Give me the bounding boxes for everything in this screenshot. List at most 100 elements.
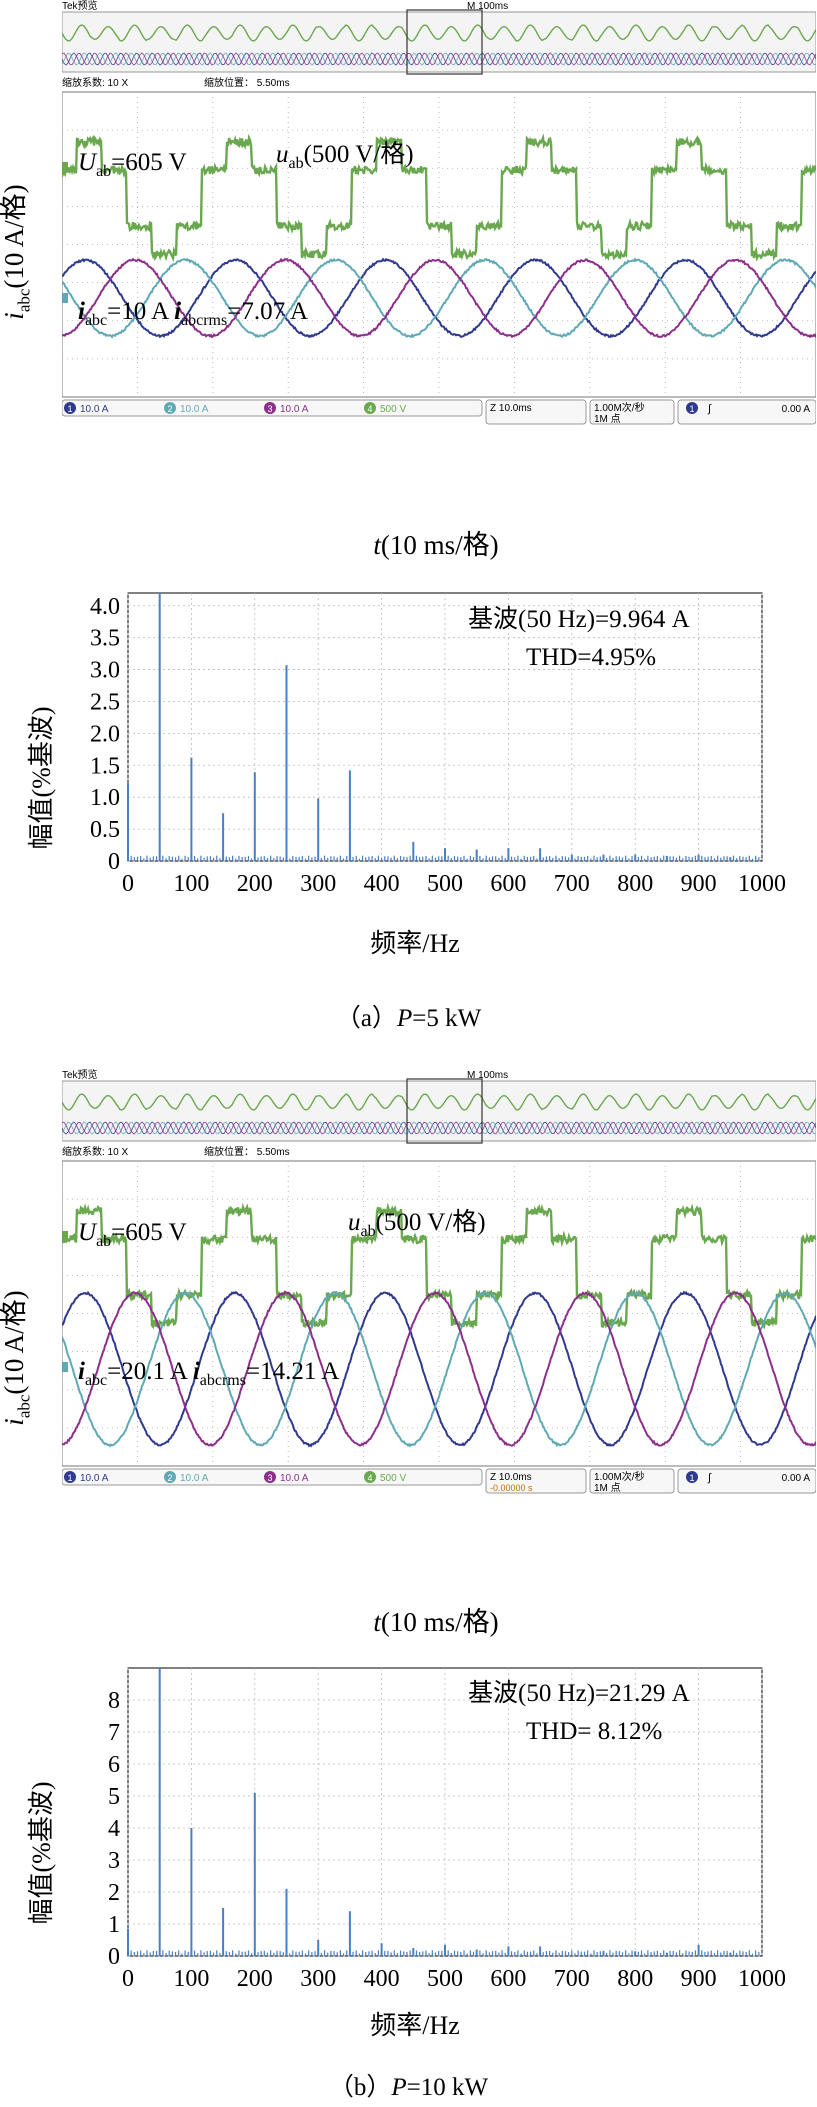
thd-label-b: THD= 8.12% xyxy=(526,1716,662,1748)
caption-a: （a）P=5 kW xyxy=(0,1003,817,1035)
scope-y-unit-b: (10 A/格) xyxy=(0,1290,29,1394)
y-tick-label: 0 xyxy=(108,1944,120,1970)
channel-number-1: 1 xyxy=(67,1473,72,1483)
channel-scale-2: 10.0 A xyxy=(180,1473,209,1484)
current-annotation-a: iabc=10 A iabcrms=7.07 A xyxy=(78,297,308,336)
current-annotation-b: iabc=20.1 A iabcrms=14.21 A xyxy=(78,1357,339,1396)
channel-number-2: 2 xyxy=(167,1473,172,1483)
caption-b: （b）P=10 kW xyxy=(0,2072,817,2104)
trigger-channel: 1 xyxy=(689,1473,694,1483)
spectrum-y-label-a: 幅值(%基波) xyxy=(24,618,60,938)
spectrum-x-label-a: 频率/Hz xyxy=(265,928,565,960)
channel-number-4: 4 xyxy=(367,1473,372,1483)
x-tick-label: 600 xyxy=(490,871,526,897)
spectrum-x-label-b: 频率/Hz xyxy=(265,2010,565,2042)
oscilloscope-panel-a: Tek预览 M 100ms 缩放系数: 10 X 缩放位置： 5.50ms 1 10.0 … xyxy=(62,0,816,425)
x-tick-label: 0 xyxy=(122,1966,134,1992)
y-tick-label: 0.5 xyxy=(90,817,120,843)
x-tick-label: 800 xyxy=(617,871,653,897)
scope-top-label: Tek预览 xyxy=(62,0,98,12)
x-tick-label: 100 xyxy=(173,871,209,897)
thd-label-a: THD=4.95% xyxy=(526,642,656,674)
spectrum-svg-b: 0 100 200 300 400 500 600 700 800 900 1000 0 1 2 3 4 5 6 7… xyxy=(0,1660,817,2055)
scope-screen-a: Tek预览 M 100ms缩放系数: 10 X 缩放位置： 5.50ms1 10.0 … xyxy=(62,0,816,425)
trigger-time-offset: -0.00000 s xyxy=(490,1483,533,1493)
fundamental-label-b: 基波(50 Hz)=21.29 A xyxy=(468,1678,690,1710)
x-tick-label: 500 xyxy=(427,871,463,897)
channel-scale-4: 500 V xyxy=(380,1473,406,1484)
x-tick-label: 400 xyxy=(364,871,400,897)
channel-scale-1: 10.0 A xyxy=(80,1473,109,1484)
trigger-level: 0.00 A xyxy=(782,404,811,415)
x-tick-label: 200 xyxy=(237,1966,273,1992)
trigger-level: 0.00 A xyxy=(782,1473,811,1484)
scope-top-label: Tek预览 xyxy=(62,1069,98,1081)
x-tick-label: 800 xyxy=(617,1966,653,1992)
y-tick-label: 2.0 xyxy=(90,721,120,747)
record-length: 1M 点 xyxy=(594,413,621,425)
ch2-level-marker xyxy=(62,293,68,303)
spectrum-chart-b: 0 100 200 300 400 500 600 700 800 900 1000 0 1 2 3 4 5 6 7… xyxy=(0,1660,817,2055)
scope-zoom-factor: 缩放系数: 10 X xyxy=(62,1145,128,1158)
y-tick-label: 4.0 xyxy=(90,594,120,620)
scope-screen-b: Tek预览 M 100ms 缩放系数: 10 X 缩放位置： 5.50ms 1 10.0 … xyxy=(62,1069,816,1494)
x-tick-label: 700 xyxy=(554,1966,590,1992)
scope-x-label-a: t(10 ms/格) xyxy=(236,528,636,562)
x-tick-label: 900 xyxy=(681,1966,717,1992)
x-tick-label: 300 xyxy=(300,871,336,897)
x-tick-label: 200 xyxy=(237,871,273,897)
channel-scale-4: 500 V xyxy=(380,404,406,415)
voltage-annotation-a: Uab=605 V xyxy=(78,148,187,187)
zoom-time: Z 10.0ms xyxy=(490,1472,532,1483)
channel-number-2: 2 xyxy=(167,404,172,414)
scope-zoom-factor: 缩放系数: 10 X xyxy=(62,76,128,89)
y-tick-label: 1.0 xyxy=(90,785,120,811)
scope-y-unit-a: (10 A/格) xyxy=(0,184,29,288)
scope-zoom-position: 缩放位置： 5.50ms xyxy=(204,76,290,89)
spectrum-y-label-b: 幅值(%基波) xyxy=(24,1693,60,2013)
channel-number-3: 3 xyxy=(267,404,272,414)
x-tick-label: 1000 xyxy=(738,1966,786,1992)
y-tick-label: 7 xyxy=(108,1720,120,1746)
scope-y-label-a: iabc(10 A/格) xyxy=(0,42,34,462)
x-tick-label: 100 xyxy=(173,1966,209,1992)
fundamental-label-a: 基波(50 Hz)=9.964 A xyxy=(468,604,690,636)
voltage-annotation-b: Uab=605 V xyxy=(78,1218,187,1257)
y-tick-label: 1.5 xyxy=(90,753,120,779)
channel-scale-3: 10.0 A xyxy=(280,404,309,415)
x-tick-label: 600 xyxy=(490,1966,526,1992)
channel-number-4: 4 xyxy=(367,404,372,414)
scope-zoom-position: 缩放位置： 5.50ms xyxy=(204,1145,290,1158)
sample-rate: 1.00M次/秒 xyxy=(594,1470,645,1483)
y-tick-label: 3 xyxy=(108,1848,120,1874)
y-tick-label: 2.5 xyxy=(90,689,120,715)
channel-number-1: 1 xyxy=(67,404,72,414)
voltage-scale-b: uab(500 V/格) xyxy=(348,1208,486,1247)
channel-scale-1: 10.0 A xyxy=(80,404,109,415)
scope-y-label-b: iabc(10 A/格) xyxy=(0,1148,34,1568)
channel-scale-2: 10.0 A xyxy=(180,404,209,415)
x-tick-label: 900 xyxy=(681,871,717,897)
zoom-time: Z 10.0ms xyxy=(490,403,532,414)
x-tick-label: 0 xyxy=(122,871,134,897)
x-tick-label: 1000 xyxy=(738,871,786,897)
spectrum-svg-a: 0 100 200 300 400 500 600 700 800 900 1000 0 0.5 1.0 1… xyxy=(0,585,817,970)
y-tick-label: 1 xyxy=(108,1912,120,1938)
channel-scale-3: 10.0 A xyxy=(280,1473,309,1484)
x-tick-label: 700 xyxy=(554,871,590,897)
ch2-level-marker xyxy=(62,1362,68,1372)
voltage-scale-a: uab(500 V/格) xyxy=(276,140,414,179)
channel-number-3: 3 xyxy=(267,1473,272,1483)
scope-x-label-b: t(10 ms/格) xyxy=(236,1605,636,1639)
x-tick-label: 400 xyxy=(364,1966,400,1992)
trigger-channel: 1 xyxy=(689,404,694,414)
y-tick-label: 3.0 xyxy=(90,658,120,684)
record-length: 1M 点 xyxy=(594,1482,621,1494)
y-tick-label: 6 xyxy=(108,1752,120,1778)
y-tick-label: 4 xyxy=(108,1816,120,1842)
y-tick-label: 5 xyxy=(108,1784,120,1810)
x-tick-label: 500 xyxy=(427,1966,463,1992)
spectrum-chart-a: 0 100 200 300 400 500 600 700 800 900 1000 0 0.5 1.0 1… xyxy=(0,585,817,970)
oscilloscope-panel-b: Tek预览 M 100ms 缩放系数: 10 X 缩放位置： 5.50ms 1 10.0 … xyxy=(62,1069,816,1494)
sample-rate: 1.00M次/秒 xyxy=(594,401,645,414)
